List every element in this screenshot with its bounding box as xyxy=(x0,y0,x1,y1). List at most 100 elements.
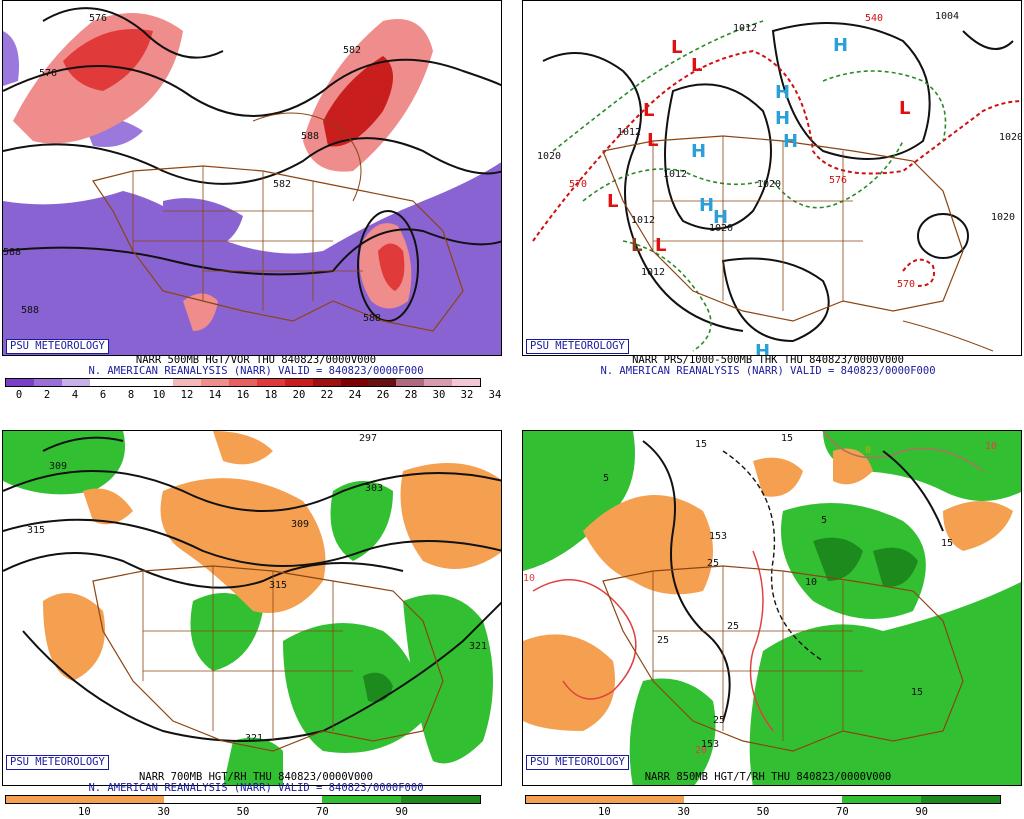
contour-label: 576 xyxy=(39,68,57,79)
contour-label: 1012 xyxy=(663,169,687,180)
colorbar-swatch xyxy=(424,379,452,386)
contour-label: 582 xyxy=(343,45,361,56)
contour-label: 1012 xyxy=(641,267,665,278)
low-pressure-symbol: L xyxy=(671,37,682,58)
colorbar-swatch xyxy=(452,379,480,386)
contour-label: 0 xyxy=(865,445,871,456)
colorbar-tick-label: 50 xyxy=(756,806,770,818)
low-pressure-symbol: L xyxy=(691,55,702,76)
contour-label: 321 xyxy=(469,641,487,652)
colorbar-swatch xyxy=(526,796,605,803)
contour-label: 588 xyxy=(21,305,39,316)
colorbar-swatch xyxy=(322,796,401,803)
contour-label: 1012 xyxy=(631,215,655,226)
colorbar-tick-label: 34 xyxy=(488,389,502,401)
panel-700mb-rh: 297 309 303 315 309 315 321 321 PSU METE… xyxy=(0,410,512,819)
contour-label: 588 xyxy=(363,313,381,324)
psu-meteorology-badge: PSU METEOROLOGY xyxy=(6,755,109,770)
colorbar-swatch xyxy=(33,379,62,386)
contour-label: 588 xyxy=(3,247,21,258)
low-pressure-symbol: L xyxy=(647,130,658,151)
colorbar-swatch xyxy=(368,379,397,386)
colorbar-tick-label: 90 xyxy=(395,806,408,818)
colorbar-tick-label: 2 xyxy=(43,389,51,401)
contour-label: 25 xyxy=(707,558,719,569)
colorbar-swatch xyxy=(145,379,174,386)
colorbar-tick-label: 12 xyxy=(180,389,194,401)
contour-label: 5 xyxy=(821,515,827,526)
colorbar-swatch xyxy=(684,796,763,803)
panel-title: NARR 700MB HGT/RH THU 840823/0000V000 xyxy=(139,771,373,783)
colorbar-tick-label: 0 xyxy=(15,389,23,401)
colorbar-swatch xyxy=(256,379,285,386)
colorbar-swatch xyxy=(312,379,341,386)
colorbar-swatch xyxy=(284,379,313,386)
panel-850mb-t-rh: 15 5 15 5 15 25 25 25 10 15 25 20 10 153… xyxy=(512,410,1024,819)
map-850mb-graphic: 15 5 15 5 15 25 25 25 10 15 25 20 10 153… xyxy=(523,431,1021,785)
colorbar-swatch xyxy=(229,379,257,386)
colorbar-tick-label: 30 xyxy=(432,389,446,401)
contour-label: 25 xyxy=(713,715,725,726)
colorbar-swatch xyxy=(61,379,90,386)
colorbar-rh xyxy=(5,795,481,804)
contour-label: 1020 xyxy=(537,151,561,162)
contour-label: 1020 xyxy=(991,212,1015,223)
low-pressure-symbol: L xyxy=(631,235,642,256)
contour-label: 153 xyxy=(709,531,727,542)
panel-subtitle: N. AMERICAN REANALYSIS (NARR) VALID = 84… xyxy=(600,365,936,377)
colorbar-swatch xyxy=(842,796,921,803)
contour-label: 5 xyxy=(603,473,609,484)
contour-label: 315 xyxy=(269,580,287,591)
colorbar-vorticity xyxy=(5,378,481,387)
colorbar-tick-label: 10 xyxy=(78,806,91,818)
contour-label: 1004 xyxy=(935,11,959,22)
colorbar-tick-label: 28 xyxy=(404,389,418,401)
colorbar-tick-label: 24 xyxy=(348,389,362,401)
colorbar-swatch xyxy=(243,796,322,803)
map-700mb: 297 309 303 315 309 315 321 321 PSU METE… xyxy=(2,430,502,786)
high-pressure-symbol: H xyxy=(713,207,728,228)
colorbar-swatch xyxy=(6,379,34,386)
contour-label: 1012 xyxy=(617,127,641,138)
colorbar-tick-label: 14 xyxy=(208,389,222,401)
contour-label: 25 xyxy=(657,635,669,646)
psu-meteorology-badge: PSU METEOROLOGY xyxy=(6,339,109,354)
colorbar-tick-label: 50 xyxy=(236,806,250,818)
colorbar-tick-label: 8 xyxy=(127,389,135,401)
contour-label: 576 xyxy=(89,13,107,24)
contour-label: 10 xyxy=(523,573,535,584)
high-pressure-symbol: H xyxy=(783,131,798,152)
colorbar-swatch xyxy=(173,379,202,386)
colorbar-swatch xyxy=(763,796,842,803)
contour-label: 570 xyxy=(569,179,587,190)
colorbar-tick-label: 16 xyxy=(236,389,250,401)
colorbar-swatch xyxy=(921,796,1000,803)
colorbar-swatch xyxy=(340,379,369,386)
high-pressure-symbol: H xyxy=(775,108,790,129)
colorbar-tick-label: 18 xyxy=(264,389,278,401)
high-pressure-symbol: H xyxy=(691,141,706,162)
colorbar-tick-label: 6 xyxy=(99,389,107,401)
contour-label: 10 xyxy=(985,441,997,452)
contour-label: 20 xyxy=(695,745,707,756)
colorbar-swatch xyxy=(201,379,229,386)
psu-meteorology-badge: PSU METEOROLOGY xyxy=(526,339,629,354)
panel-subtitle: N. AMERICAN REANALYSIS (NARR) VALID = 84… xyxy=(88,782,424,794)
contour-label: 15 xyxy=(781,433,793,444)
low-pressure-symbol: L xyxy=(643,100,654,121)
contour-label: 1020 xyxy=(757,179,781,190)
contour-label: 15 xyxy=(695,439,707,450)
panel-pressure-thickness: L L L L L L L L H H H H H H H H 1012 102… xyxy=(512,0,1024,410)
contour-label: 303 xyxy=(365,483,383,494)
high-pressure-symbol: H xyxy=(833,35,848,56)
panel-title: NARR 500MB HGT/VOR THU 840823/0000V000 xyxy=(135,354,377,366)
contour-label: 309 xyxy=(49,461,67,472)
map-850mb: 15 5 15 5 15 25 25 25 10 15 25 20 10 153… xyxy=(522,430,1022,786)
contour-label: 570 xyxy=(897,279,915,290)
contour-label: 15 xyxy=(911,687,923,698)
colorbar-swatch xyxy=(6,796,85,803)
contour-label: 309 xyxy=(291,519,309,530)
contour-label: 297 xyxy=(359,433,377,444)
contour-label: 153 xyxy=(701,739,719,750)
high-pressure-symbol: H xyxy=(755,341,770,356)
